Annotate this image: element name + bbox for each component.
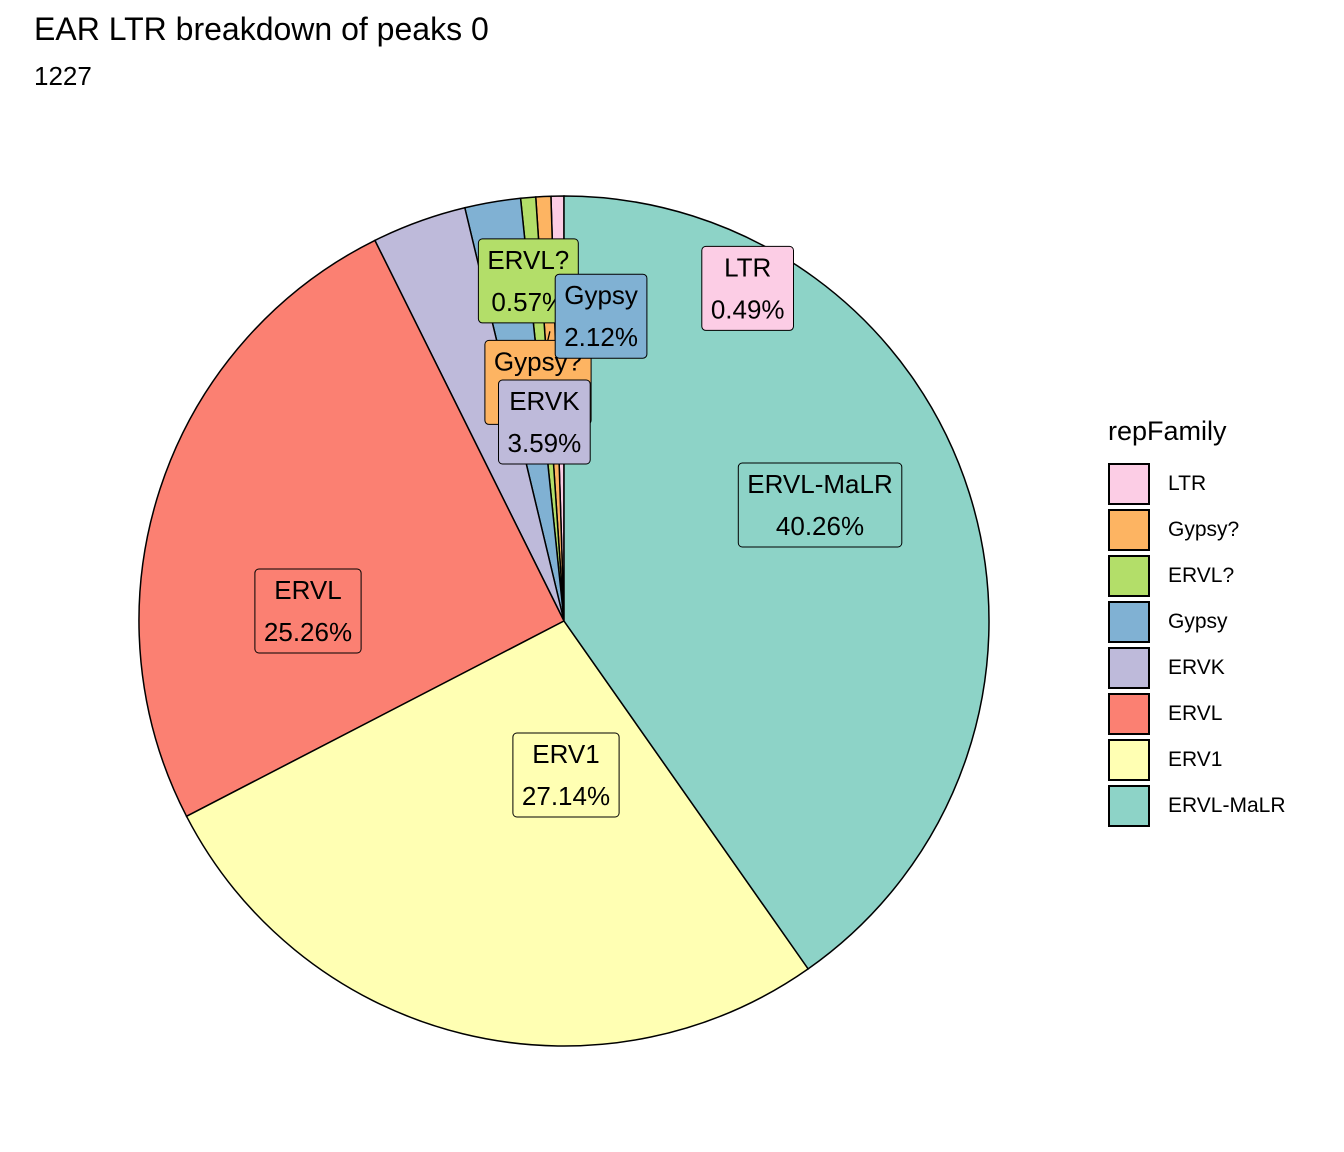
legend: repFamily LTR Gypsy? ERVL? Gypsy ERVK ERVL ERV… [1108,416,1286,829]
legend-item-ervl-malr: ERVL-MaLR [1108,783,1286,829]
pie-label-erv1: ERV1 27.14% [512,732,620,818]
pie-label-value-ltr: 0.49% [711,294,785,324]
pie-label-box-erv1 [512,732,620,818]
legend-item-gypsy: Gypsy [1108,599,1286,645]
legend-label-ervl-q: ERVL? [1168,564,1235,587]
legend-label-gypsy: Gypsy [1168,610,1228,633]
pie-label-name-ervl-q: ERVL? [487,245,569,275]
pie-label-ervl: ERVL 25.26% [254,568,362,654]
pie-label-value-ervk: 3.59% [508,428,582,458]
pie-label-value-erv1: 27.14% [522,781,610,811]
legend-label-ervl-malr: ERVL-MaLR [1168,794,1286,817]
pie-label-value-gypsy: 2.12% [564,322,638,352]
legend-item-ltr: LTR [1108,461,1286,507]
pie-label-box-gypsy [554,273,648,359]
pie-label-value-ervl: 25.26% [264,617,352,647]
pie-label-box-ervl-malr [737,462,903,548]
pie-label-box-ltr [701,245,794,331]
pie-slice-ervl [138,239,565,818]
pie-label-ervk: ERVK 3.59% [498,379,591,465]
chart-title: EAR LTR breakdown of peaks 0 [34,11,489,47]
legend-swatch-ervl-malr [1108,785,1150,827]
pie-label-box-ervk [498,379,591,465]
legend-swatch-ervl [1108,693,1150,735]
legend-items: LTR Gypsy? ERVL? Gypsy ERVK ERVL ERV1 ERVL-MaLR [1108,461,1286,829]
legend-label-ervk: ERVK [1168,656,1225,679]
legend-label-ervl: ERVL [1168,702,1223,725]
legend-label-erv1: ERV1 [1168,748,1223,771]
legend-item-ervk: ERVK [1108,645,1286,691]
legend-swatch-ltr [1108,463,1150,505]
legend-title: repFamily [1108,416,1227,446]
chart-subtitle: 1227 [34,61,92,91]
legend-item-erv1: ERV1 [1108,737,1286,783]
legend-item-ervl: ERVL [1108,691,1286,737]
legend-swatch-ervl-q [1108,555,1150,597]
pie-slice-erv1 [185,620,810,1047]
legend-swatch-gypsy-q [1108,509,1150,551]
pie-label-name-ervl: ERVL [274,575,341,605]
legend-swatch-erv1 [1108,739,1150,781]
pie-label-name-erv1: ERV1 [532,739,599,769]
legend-item-gypsy-q: Gypsy? [1108,507,1286,553]
pie-label-box-ervl [254,568,362,654]
pie-label-name-ervl-malr: ERVL-MaLR [747,469,892,499]
pie-label-name-ervk: ERVK [509,386,580,416]
legend-item-ervl-q: ERVL? [1108,553,1286,599]
legend-swatch-gypsy [1108,601,1150,643]
pie-label-ltr: LTR 0.49% [701,245,794,331]
pie-labels: LTR0.49%Gypsy?0.57%ERVL?0.57%Gypsy2.12%E… [254,238,903,818]
pie-label-value-ervl-q: 0.57% [491,287,565,317]
pie-slice-ervl-malr [563,195,990,970]
legend-swatch-ervk [1108,647,1150,689]
pie-label-ervl-q: ERVL? 0.57% [477,238,579,324]
pie-label-name-gypsy: Gypsy [564,280,638,310]
legend-label-gypsy-q: Gypsy? [1168,518,1240,541]
pie-label-ervl-malr: ERVL-MaLR 40.26% [737,462,903,548]
legend-label-ltr: LTR [1168,472,1207,495]
pie-label-value-ervl-malr: 40.26% [776,511,864,541]
pie-label-name-ltr: LTR [724,252,771,282]
pie-label-gypsy: Gypsy 2.12% [554,273,648,359]
